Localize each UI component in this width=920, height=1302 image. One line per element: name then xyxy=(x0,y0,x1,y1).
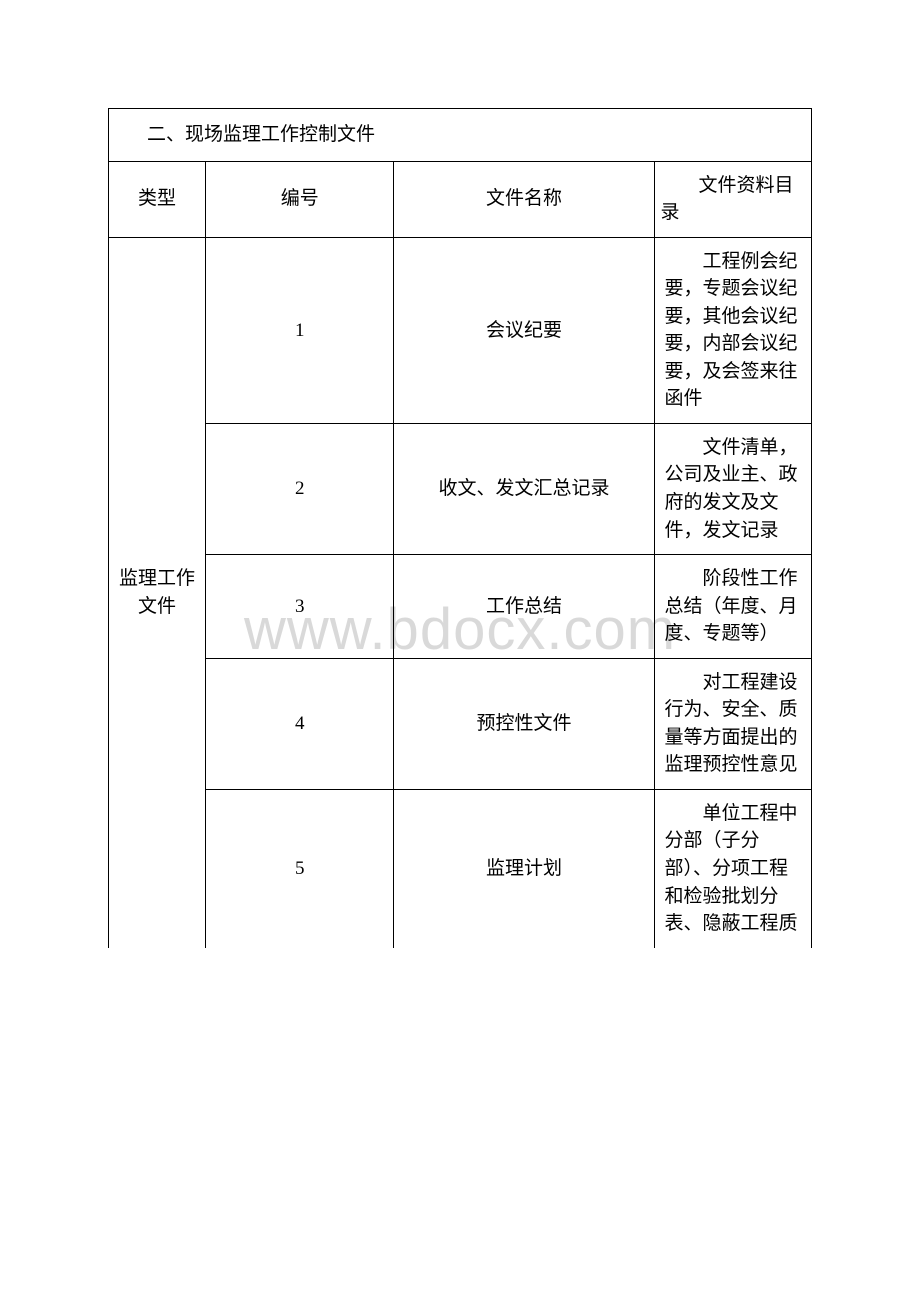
row-name: 预控性文件 xyxy=(394,658,654,789)
row-desc: 文件清单，公司及业主、政府的发文及文件，发文记录 xyxy=(654,423,812,554)
header-type: 类型 xyxy=(109,161,206,237)
table-row: 2 收文、发文汇总记录 文件清单，公司及业主、政府的发文及文件，发文记录 xyxy=(109,423,812,554)
row-number: 3 xyxy=(206,555,394,659)
row-number: 2 xyxy=(206,423,394,554)
row-name: 会议纪要 xyxy=(394,237,654,423)
table-header-row: 类型 编号 文件名称 文件资料目录 xyxy=(109,161,812,237)
row-name: 工作总结 xyxy=(394,555,654,659)
category-cell: 监理工作文件 xyxy=(109,237,206,948)
document-page: 二、现场监理工作控制文件 类型 编号 文件名称 文件资料目录 监理工作文件 1 … xyxy=(0,0,920,948)
row-number: 1 xyxy=(206,237,394,423)
table-row: 3 工作总结 阶段性工作总结（年度、月度、专题等） xyxy=(109,555,812,659)
row-desc: 单位工程中分部（子分部）、分项工程和检验批划分表、隐蔽工程质 xyxy=(654,789,812,947)
row-desc: 工程例会纪要，专题会议纪要，其他会议纪要，内部会议纪要，及会签来往函件 xyxy=(654,237,812,423)
row-name: 监理计划 xyxy=(394,789,654,947)
row-desc: 阶段性工作总结（年度、月度、专题等） xyxy=(654,555,812,659)
row-number: 5 xyxy=(206,789,394,947)
control-documents-table: 二、现场监理工作控制文件 类型 编号 文件名称 文件资料目录 监理工作文件 1 … xyxy=(108,108,812,948)
table-row: 监理工作文件 1 会议纪要 工程例会纪要，专题会议纪要，其他会议纪要，内部会议纪… xyxy=(109,237,812,423)
header-number: 编号 xyxy=(206,161,394,237)
table-row: 4 预控性文件 对工程建设行为、安全、质量等方面提出的监理预控性意见 xyxy=(109,658,812,789)
row-number: 4 xyxy=(206,658,394,789)
table-title: 二、现场监理工作控制文件 xyxy=(109,109,812,162)
table-title-row: 二、现场监理工作控制文件 xyxy=(109,109,812,162)
header-name: 文件名称 xyxy=(394,161,654,237)
row-desc: 对工程建设行为、安全、质量等方面提出的监理预控性意见 xyxy=(654,658,812,789)
row-name: 收文、发文汇总记录 xyxy=(394,423,654,554)
header-desc: 文件资料目录 xyxy=(654,161,812,237)
table-row: 5 监理计划 单位工程中分部（子分部）、分项工程和检验批划分表、隐蔽工程质 xyxy=(109,789,812,947)
